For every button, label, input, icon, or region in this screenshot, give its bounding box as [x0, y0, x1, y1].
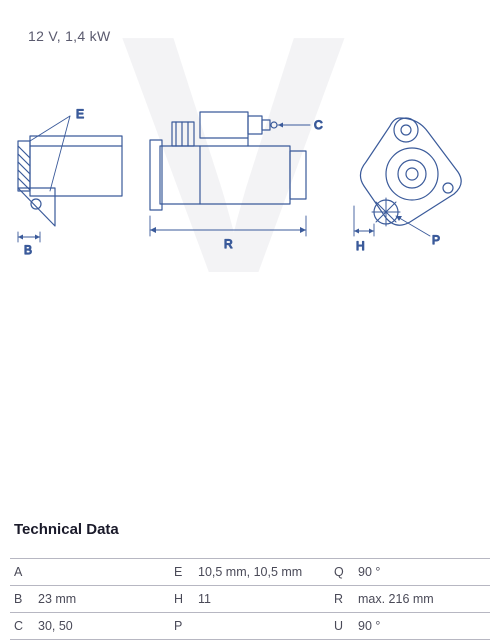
cell-key: Q [330, 559, 354, 586]
right-view [354, 118, 461, 236]
cell-key: U [330, 613, 354, 640]
cell-key: H [170, 586, 194, 613]
cell-value: 90 ° [354, 613, 490, 640]
cell-key: B [10, 586, 34, 613]
cell-key: E [170, 559, 194, 586]
cell-key: C [10, 613, 34, 640]
technical-drawing: E B [0, 76, 500, 286]
cell-value: 10,5 mm, 10,5 mm [194, 559, 330, 586]
callout-R: R [224, 237, 233, 251]
callout-E: E [76, 107, 84, 121]
left-view [18, 116, 122, 242]
cell-key: A [10, 559, 34, 586]
cell-value [34, 559, 170, 586]
center-view [150, 112, 310, 236]
table-row: B 23 mm H 11 R max. 216 mm [10, 586, 490, 613]
cell-value: 90 ° [354, 559, 490, 586]
section-title: Technical Data [14, 521, 500, 538]
cell-value: 11 [194, 586, 330, 613]
callout-P: P [432, 233, 440, 247]
callout-H: H [356, 239, 365, 253]
cell-value: 30, 50 [34, 613, 170, 640]
tech-data-table: A E 10,5 mm, 10,5 mm Q 90 ° B 23 mm H 11… [10, 558, 490, 640]
cell-value: 23 mm [34, 586, 170, 613]
cell-key: R [330, 586, 354, 613]
callout-C: C [314, 118, 323, 132]
spec-header: 12 V, 1,4 kW [28, 28, 500, 44]
callout-B: B [24, 243, 32, 257]
cell-value: max. 216 mm [354, 586, 490, 613]
table-row: C 30, 50 P U 90 ° [10, 613, 490, 640]
table-row: A E 10,5 mm, 10,5 mm Q 90 ° [10, 559, 490, 586]
cell-value [194, 613, 330, 640]
cell-key: P [170, 613, 194, 640]
